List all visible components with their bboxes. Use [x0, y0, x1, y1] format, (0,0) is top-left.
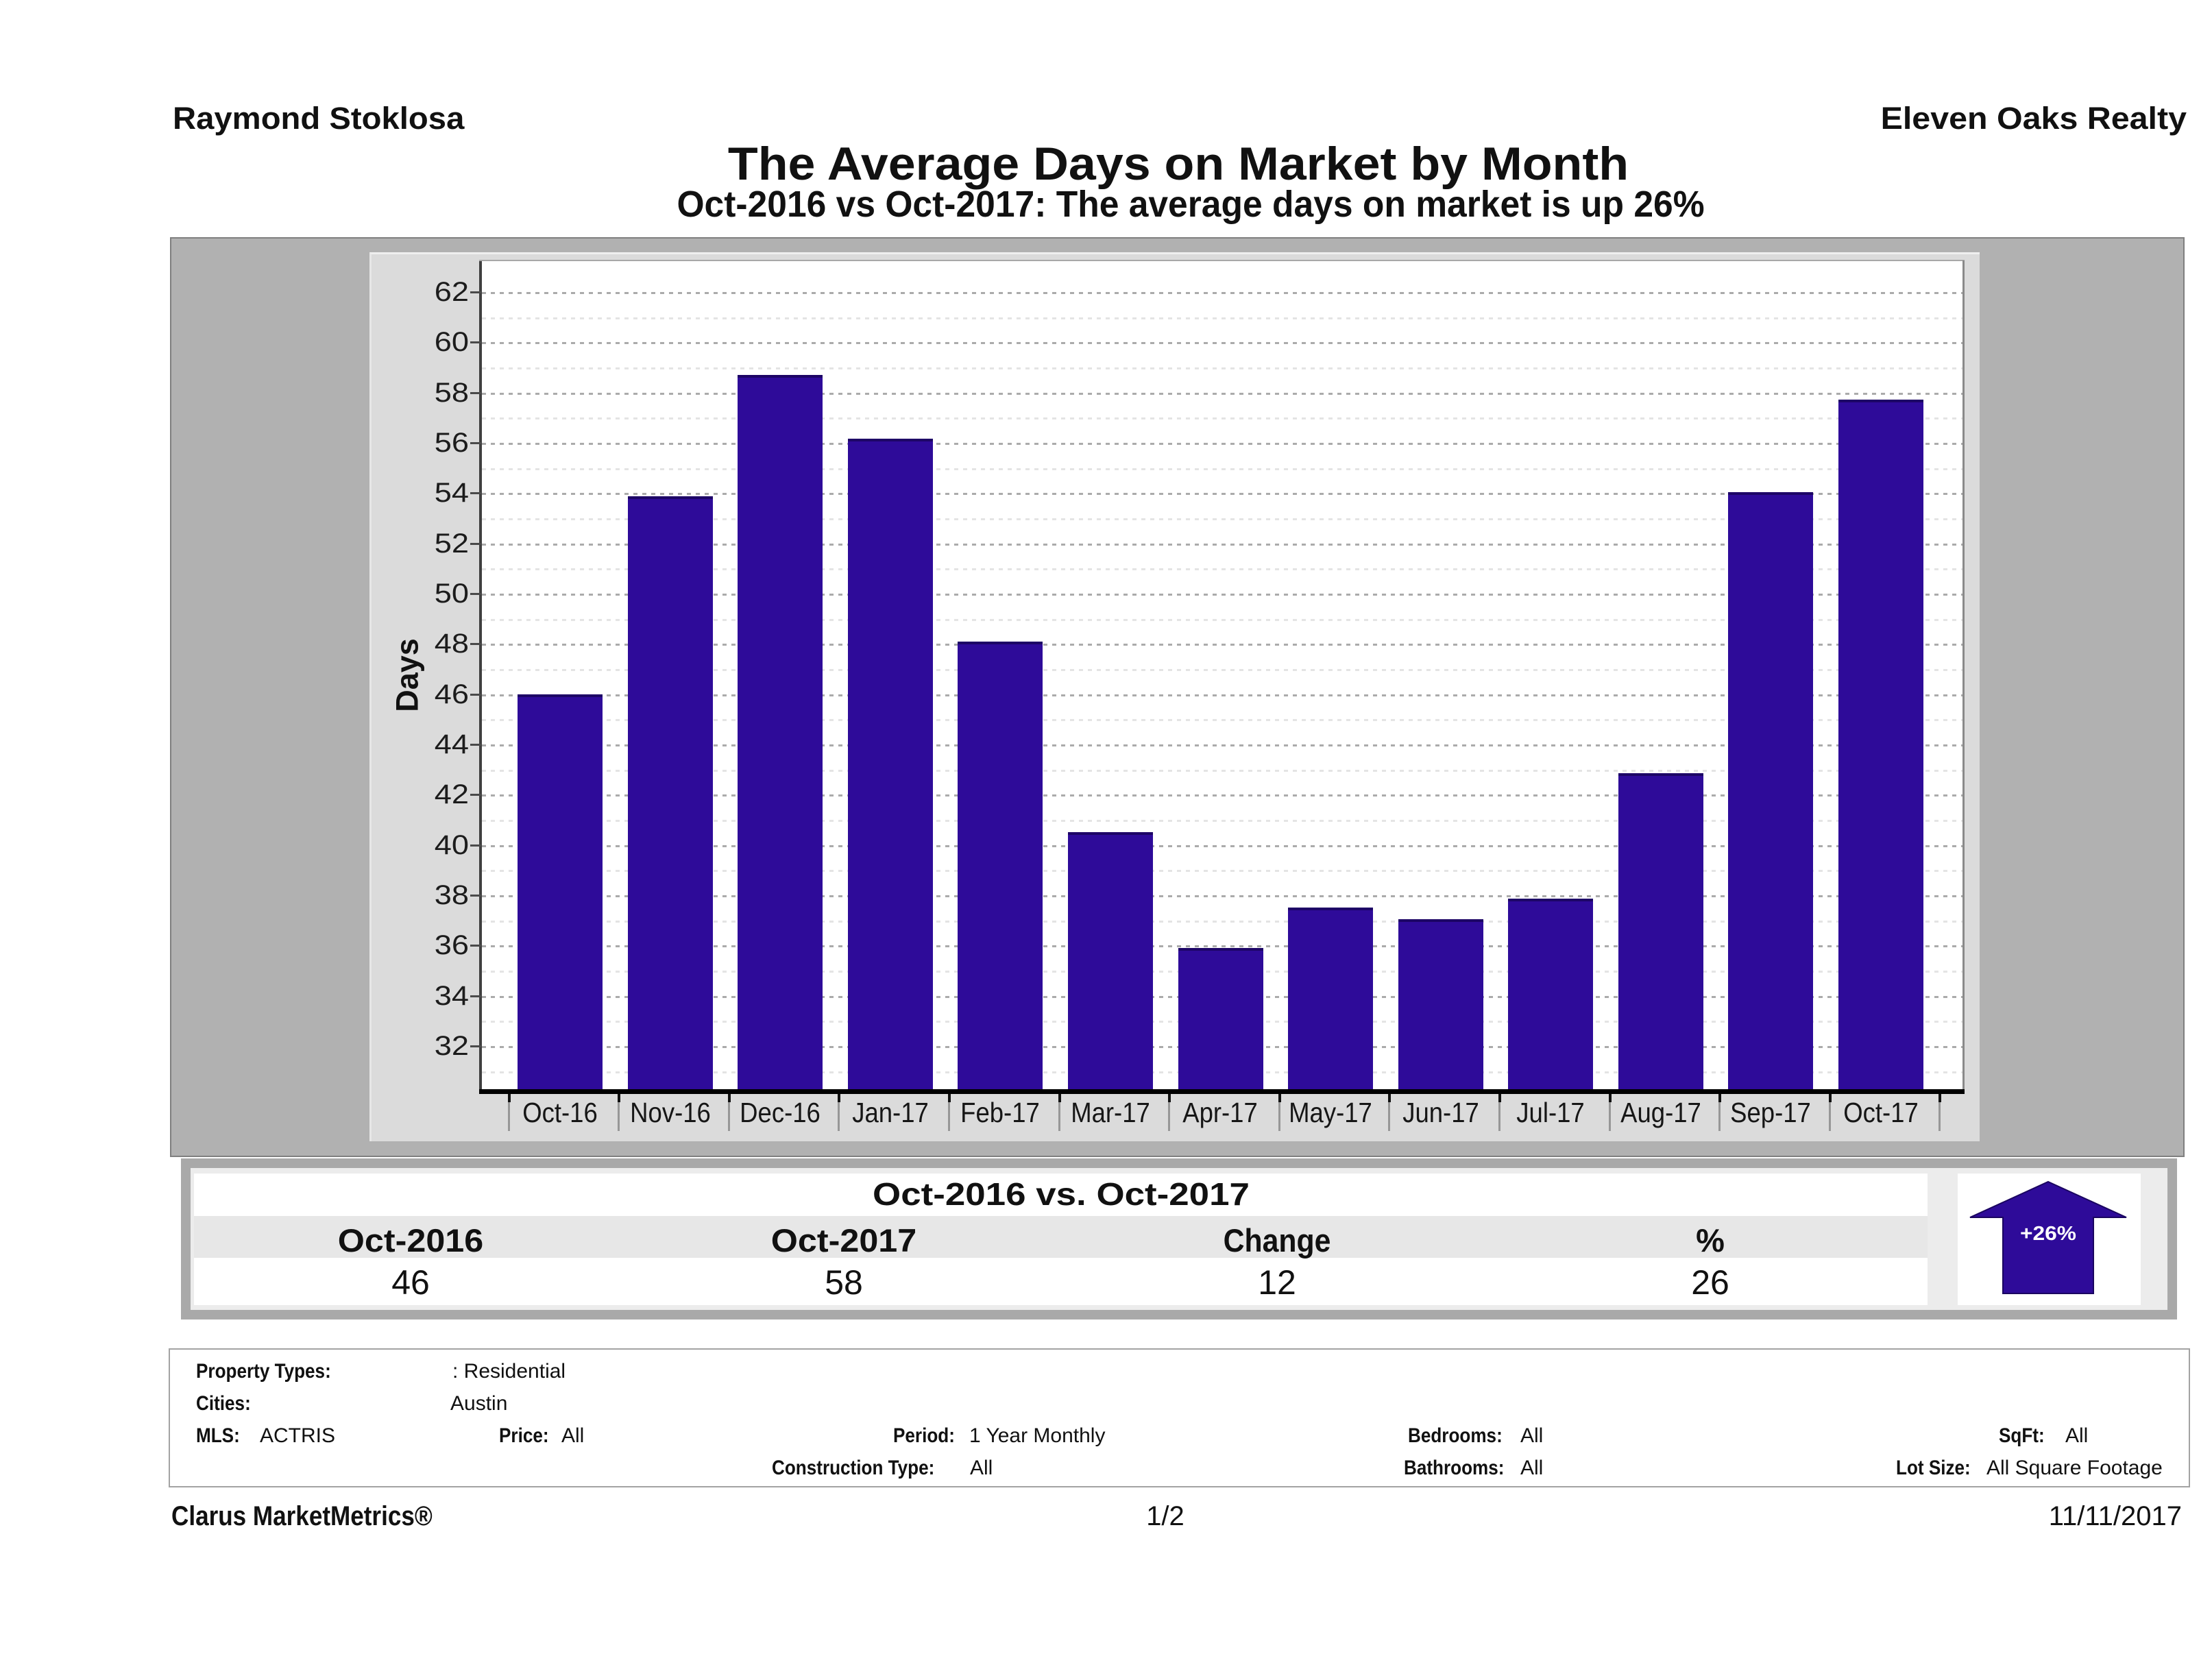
svg-text:+26%: +26% — [2020, 1223, 2076, 1245]
